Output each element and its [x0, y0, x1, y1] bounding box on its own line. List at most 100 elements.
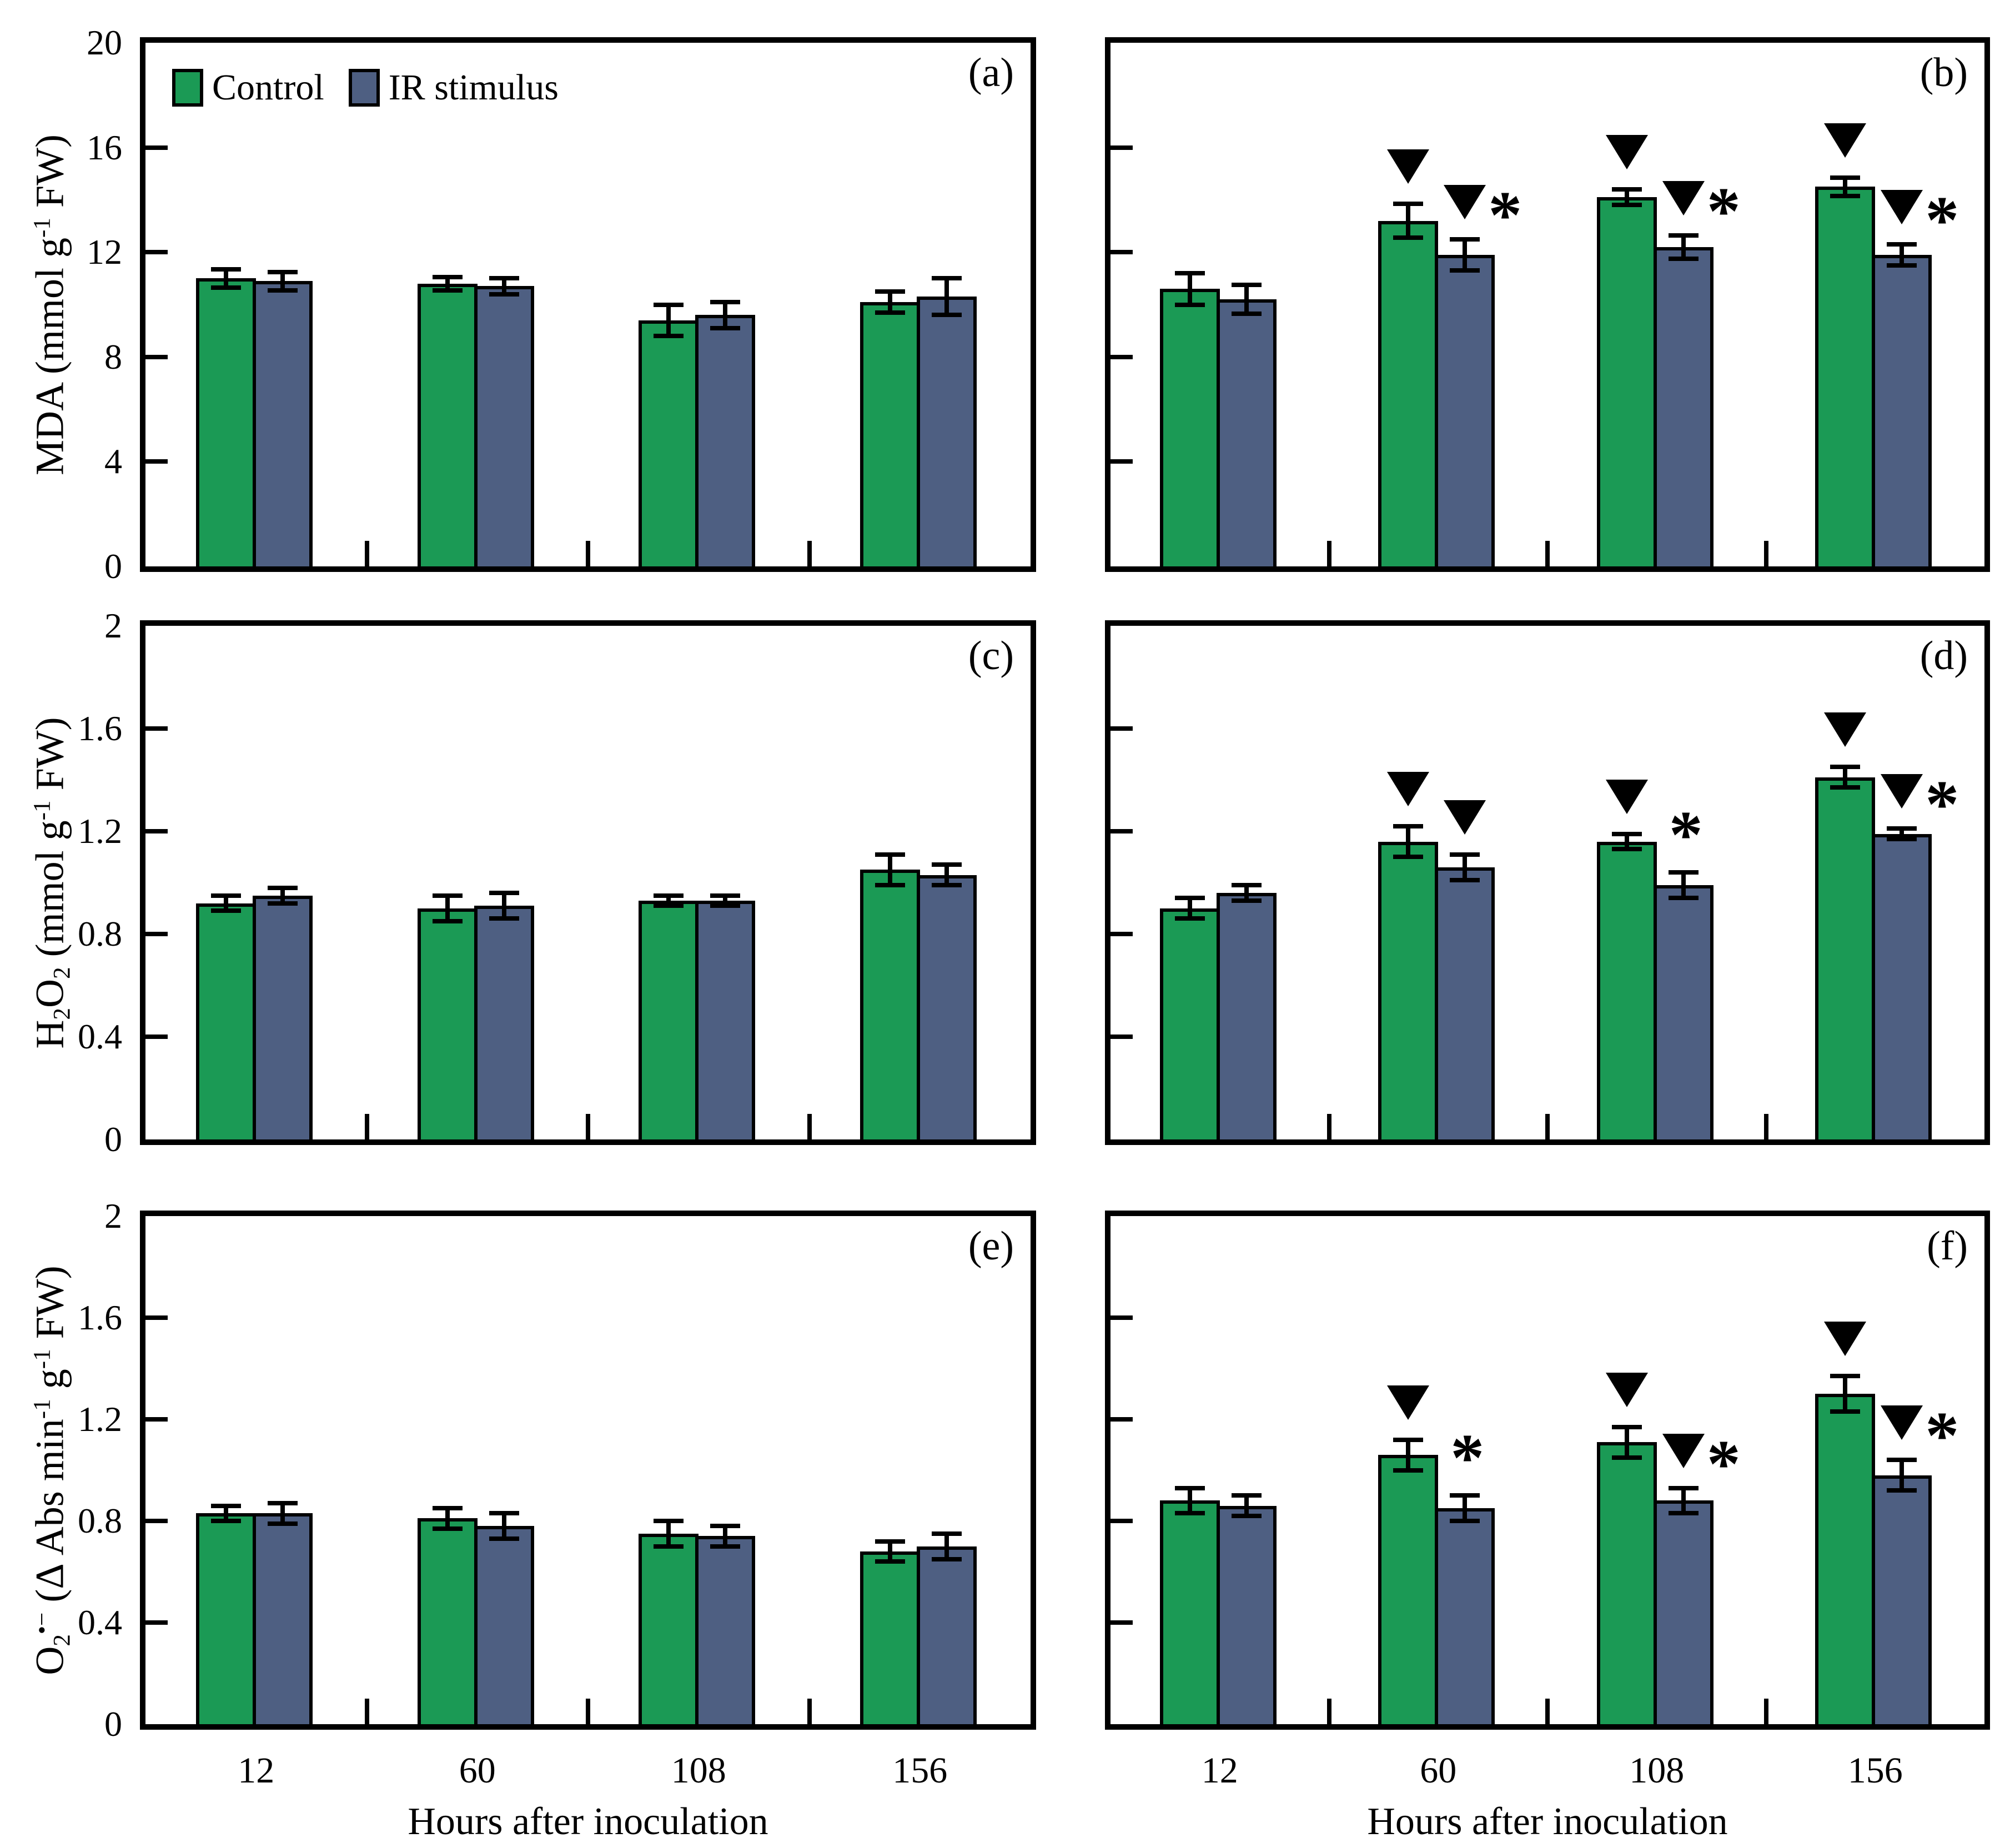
axis-title-segment: MDA (mmol g — [27, 237, 72, 475]
y-tick-mark — [1110, 459, 1133, 464]
error-bar-top-cap — [489, 891, 519, 895]
error-bar-bottom-cap — [1887, 836, 1917, 841]
error-bar-top-cap — [268, 885, 298, 890]
error-bar-line — [666, 895, 671, 906]
y-tick-mark — [145, 1519, 168, 1523]
error-bar-top-cap — [211, 893, 242, 898]
error-bar-top-cap — [931, 1531, 962, 1536]
significance-triangle-icon — [1881, 774, 1923, 809]
error-bar-top-cap — [1611, 1424, 1642, 1429]
error-bar-top-cap — [875, 852, 905, 857]
error-bar-bottom-cap — [1231, 898, 1262, 903]
bar-ir-60h — [474, 906, 534, 1139]
error-bar-line — [1681, 872, 1686, 898]
y-tick-mark — [1110, 1315, 1133, 1320]
x-tick-mark — [586, 541, 590, 566]
error-bar-bottom-cap — [1231, 1513, 1262, 1518]
axis-title-segment: -1 — [29, 1398, 56, 1419]
error-bar-bottom-cap — [1668, 896, 1699, 901]
error-bar-line — [1406, 1439, 1411, 1470]
bar-ir-108h — [1653, 1500, 1713, 1724]
error-bar-top-cap — [1830, 175, 1861, 180]
panel-letter-e: (e) — [968, 1223, 1014, 1269]
error-bar-bottom-cap — [1393, 235, 1424, 240]
bar-ir-60h — [1435, 254, 1495, 566]
axis-title-segment: FW) — [27, 1265, 72, 1349]
y-tick-mark — [1110, 829, 1133, 833]
y-tick-label: 2 — [104, 1196, 122, 1236]
bar-control-60h — [1378, 841, 1439, 1139]
error-bar-top-cap — [1174, 1485, 1205, 1490]
error-bar-line — [1900, 1460, 1905, 1491]
bar-ir-156h — [1872, 833, 1932, 1139]
error-bar-bottom-cap — [1611, 1455, 1642, 1460]
axis-title-segment: (Δ Abs min — [27, 1418, 72, 1613]
error-bar-line — [280, 887, 285, 903]
y-axis-title-a: MDA (mmol g-1 FW) — [28, 134, 78, 475]
x-tick-mark — [1545, 541, 1550, 566]
error-bar-line — [944, 865, 949, 886]
y-axis-title-e: O2•− (Δ Abs min-1 g-1 FW) — [28, 1266, 78, 1675]
axis-title-segment: FW) — [27, 716, 72, 800]
panel-letter-c: (c) — [968, 633, 1014, 679]
bar-ir-60h — [474, 286, 534, 566]
y-tick-mark — [145, 1315, 168, 1320]
significance-triangle-icon — [1662, 1433, 1705, 1468]
error-bar-top-cap — [1174, 896, 1205, 901]
y-tick-mark — [1110, 1417, 1133, 1422]
panel-letter-f: (f) — [1927, 1223, 1968, 1269]
x-tick-mark — [807, 1699, 812, 1724]
error-bar-bottom-cap — [710, 903, 741, 908]
error-bar-top-cap — [875, 289, 905, 294]
error-bar-line — [1406, 203, 1411, 238]
significance-triangle-icon — [1387, 771, 1430, 806]
bar-ir-12h — [253, 895, 313, 1139]
x-tick-label: 108 — [671, 1750, 726, 1791]
x-axis-title: Hours after inoculation — [1367, 1800, 1728, 1843]
error-bar-line — [1624, 833, 1629, 850]
y-tick-label: 0 — [104, 1119, 122, 1159]
error-bar-line — [1187, 1488, 1192, 1514]
x-tick-mark — [364, 541, 369, 566]
x-tick-label: 108 — [1629, 1750, 1685, 1791]
error-bar-top-cap — [432, 1506, 463, 1511]
significance-triangle-icon — [1824, 1322, 1867, 1357]
bar-ir-60h — [1435, 867, 1495, 1139]
panel-letter-a: (a) — [968, 50, 1014, 96]
error-bar-top-cap — [1393, 201, 1424, 206]
error-bar-bottom-cap — [1830, 785, 1861, 790]
error-bar-line — [445, 277, 450, 290]
bar-ir-12h — [253, 1513, 313, 1724]
y-axis-title-c: H2O2 (mmol g-1 FW) — [28, 717, 78, 1048]
error-bar-top-cap — [1830, 1374, 1861, 1379]
error-bar-bottom-cap — [489, 1536, 519, 1541]
y-tick-mark — [1110, 250, 1133, 255]
bar-ir-156h — [916, 297, 977, 566]
legend: Control IR stimulus — [172, 68, 559, 108]
error-bar-line — [445, 1508, 450, 1529]
x-tick-label: 156 — [892, 1750, 948, 1791]
error-bar-line — [1843, 177, 1848, 196]
error-bar-line — [1624, 1427, 1629, 1458]
significance-asterisk: * — [1706, 173, 1741, 249]
error-bar-top-cap — [875, 1539, 905, 1544]
x-tick-mark — [1545, 1699, 1550, 1724]
significance-asterisk: * — [1450, 1420, 1485, 1496]
error-bar-line — [666, 1521, 671, 1546]
error-bar-bottom-cap — [1611, 847, 1642, 852]
error-bar-bottom-cap — [432, 288, 463, 293]
y-tick-label: 0 — [104, 546, 122, 586]
bar-control-108h — [1596, 197, 1657, 566]
error-bar-line — [887, 291, 892, 313]
significance-triangle-icon — [1605, 1372, 1648, 1407]
error-bar-top-cap — [931, 276, 962, 281]
error-bar-bottom-cap — [710, 1544, 741, 1549]
bar-control-12h — [196, 278, 257, 566]
x-tick-label: 12 — [1201, 1750, 1238, 1791]
axis-title-segment: (mmol g — [27, 820, 72, 967]
bar-ir-60h — [1435, 1508, 1495, 1724]
error-bar-line — [1681, 235, 1686, 259]
error-bar-line — [280, 272, 285, 290]
error-bar-top-cap — [1450, 1493, 1480, 1498]
